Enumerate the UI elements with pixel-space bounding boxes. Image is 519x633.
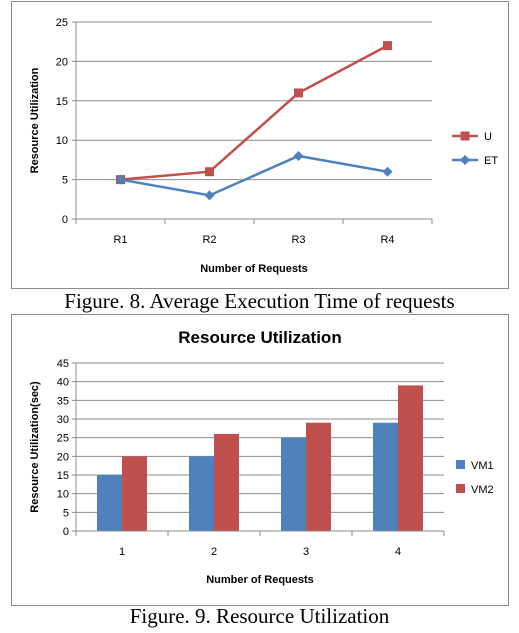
line-chart-panel: 0 5 10 15 20 25 R1 R2 R3 R4 U ET Number of Reques… [11,1,509,289]
y-tick-label: 30 [57,414,69,426]
legend-label-vm2: VM2 [471,484,494,496]
bar-chart-x-ticks: 1 2 3 4 [75,531,445,558]
bar-vm2 [306,422,331,531]
bar-chart: Resource Utilization 051015202530354045 … [29,328,494,586]
figure-9-caption: Figure. 9. Resource Utilization [129,604,390,628]
legend-label-et: ET [484,155,498,167]
bar-chart-bars [97,385,423,531]
x-tick-label: R2 [202,234,216,246]
line-chart-y-ticks: 0 5 10 15 20 25 [56,17,76,226]
data-point-et [115,174,126,185]
y-tick-label: 0 [62,214,68,226]
bar-vm2 [398,385,423,531]
y-tick-label: 0 [63,526,69,538]
bar-vm1 [373,422,398,531]
x-tick-label: R1 [113,234,127,246]
bar-vm1 [97,475,122,531]
bar-vm2 [122,456,147,531]
y-tick-label: 45 [57,358,69,370]
bar-chart-legend: VM1 VM2 [456,460,494,496]
y-tick-label: 15 [57,470,69,482]
series-line-et [120,154,388,197]
x-tick-label: 3 [303,546,309,558]
line-chart-legend: U ET [452,131,498,167]
line-chart: 0 5 10 15 20 25 R1 R2 R3 R4 U ET Number of Reques… [29,17,498,275]
legend-marker-u [460,131,470,141]
data-point-et [293,150,304,161]
legend-label-u: U [484,131,492,143]
data-point-u [205,167,214,177]
y-tick-label: 10 [57,489,69,501]
legend-marker-et [460,155,470,165]
data-point-et [204,190,215,201]
y-tick-label: 20 [57,451,69,463]
bar-chart-y-ticks: 0 5 10 15 20 25 30 35 40 45 [57,358,76,538]
bar-chart-title: Resource Utilization [178,328,341,347]
bar-chart-y-axis-label: Resource Utilization(sec) [29,381,41,513]
y-tick-label: 15 [56,96,68,108]
y-tick-label: 25 [56,17,68,29]
bar-vm2 [214,433,239,531]
y-tick-label: 40 [57,377,69,389]
bar-vm1 [189,456,214,531]
line-chart-series [115,41,393,201]
data-point-u [383,41,392,51]
y-tick-label: 5 [62,175,68,187]
bar-vm1 [281,437,306,531]
y-tick-label: 10 [56,135,68,147]
legend-label-vm1: VM1 [471,460,494,472]
bar-chart-panel: Resource Utilization 0 5 10 15 20 25 30 35 40 45 … [11,314,509,606]
y-tick-label: 25 [57,433,69,445]
y-tick-label: 20 [56,56,68,68]
line-chart-x-ticks: R1 R2 R3 R4 [75,219,433,246]
legend-swatch-vm2 [456,484,465,493]
series-line-u [120,44,389,181]
figure-8-caption: Figure. 8. Average Execution Time of req… [64,289,455,313]
x-tick-label: R4 [380,234,394,246]
line-chart-x-axis-label: Number of Requests [200,263,308,275]
x-tick-label: R3 [291,234,305,246]
legend-swatch-vm1 [456,460,465,469]
line-chart-y-axis-label: Resource Utilization [29,67,41,173]
x-tick-label: 1 [119,546,125,558]
bar-chart-x-axis-label: Number of Requests [206,574,314,586]
data-point-et [382,166,393,177]
data-point-u [294,88,303,98]
line-chart-gridlines [76,21,432,181]
y-tick-label: 5 [63,507,69,519]
x-tick-label: 4 [395,546,401,558]
x-tick-label: 2 [211,546,217,558]
y-tick-label: 35 [57,395,69,407]
